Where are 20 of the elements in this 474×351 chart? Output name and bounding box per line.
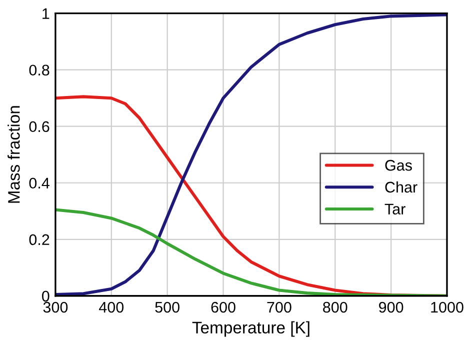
- y-tick-label: 0.4: [29, 178, 50, 189]
- y-axis-title: Mass fraction: [8, 106, 20, 203]
- y-tick-label: 0: [42, 290, 50, 302]
- x-tick-label: 700: [267, 302, 292, 313]
- x-tick-label: 500: [155, 302, 180, 313]
- x-tick-label: 1000: [431, 302, 464, 313]
- y-tick-label: 0.2: [29, 234, 50, 246]
- x-tick-label: 300: [43, 302, 68, 313]
- x-tick-label: 400: [98, 302, 124, 313]
- y-tick-label: 1: [42, 8, 50, 19]
- x-tick-label: 800: [323, 302, 348, 313]
- x-tick-label: 600: [211, 302, 236, 313]
- y-tick-label: 0.6: [29, 121, 50, 132]
- line-series: [55, 13, 447, 296]
- legend-label: Gas: [385, 160, 412, 171]
- x-tick-label: 900: [379, 302, 404, 313]
- y-tick-label: 0.8: [29, 64, 50, 76]
- legend-label: Char: [385, 181, 418, 193]
- x-axis-title: Temperature [K]: [192, 321, 310, 337]
- legend-label: Tar: [384, 204, 406, 215]
